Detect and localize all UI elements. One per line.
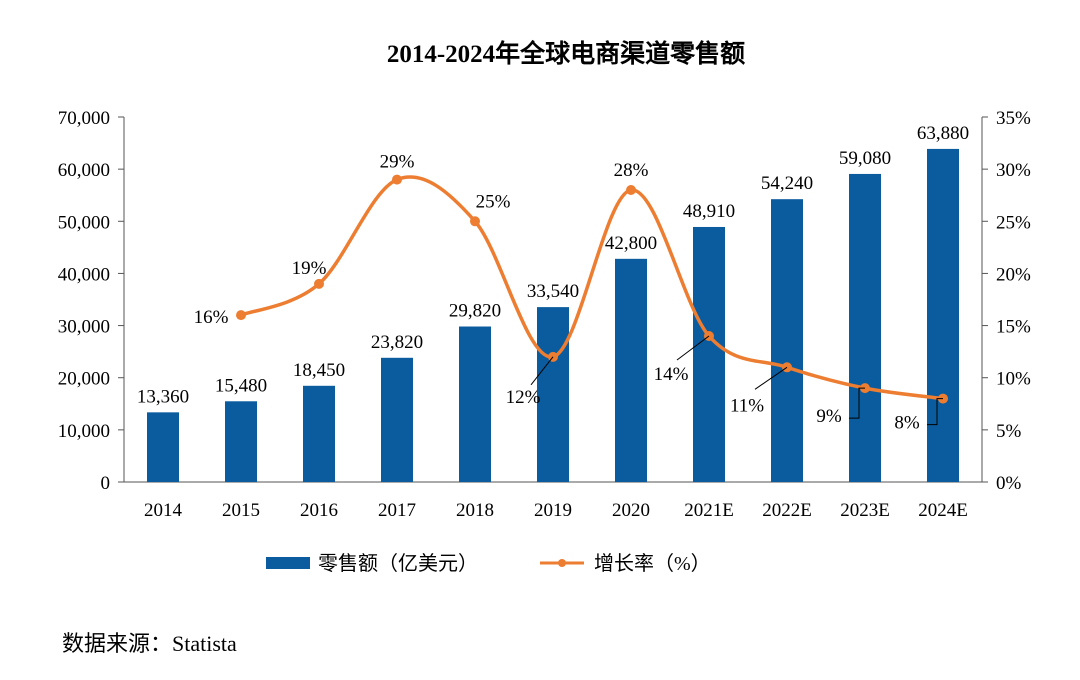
bar-value-label: 54,240 (761, 173, 813, 194)
legend-line-label: 增长率（%） (594, 552, 711, 575)
y-right-tick-label: 0% (996, 473, 1022, 494)
x-tick-label: 2014 (144, 500, 183, 521)
x-tick-label: 2024E (918, 500, 968, 521)
y-left-tick-label: 50,000 (58, 212, 110, 233)
growth-point (626, 185, 636, 195)
x-tick-label: 2018 (456, 500, 494, 521)
bars (147, 148, 959, 483)
bar (615, 258, 647, 482)
growth-value-label: 28% (614, 160, 649, 181)
y-right-tick-label: 15% (996, 317, 1031, 338)
x-tick-label: 2021E (684, 500, 734, 521)
growth-value-label: 14% (654, 364, 689, 385)
y-right-tick-label: 35% (996, 108, 1031, 129)
y-right-tick-label: 5% (996, 421, 1022, 442)
bar (381, 357, 413, 482)
x-tick-label: 2023E (840, 500, 890, 521)
growth-value-label: 29% (380, 152, 415, 173)
axes: 0 10,000 20,000 30,000 40,000 50,000 60,000 70,… (58, 108, 1031, 521)
growth-value-label: 19% (292, 258, 327, 279)
bar-value-label: 18,450 (293, 360, 345, 381)
growth-point (470, 216, 480, 227)
growth-point (392, 174, 402, 185)
growth-point (236, 310, 246, 321)
growth-line-path (240, 175, 944, 401)
bar-value-label: 48,910 (683, 201, 735, 222)
bar (849, 173, 881, 482)
growth-value-label: 25% (476, 191, 511, 212)
label-leader-line (530, 356, 554, 386)
label-leader-line (927, 398, 943, 426)
growth-value-label: 8% (894, 413, 920, 434)
legend-line-marker (558, 559, 566, 567)
label-leader-line (676, 335, 710, 361)
x-tick-label: 2015 (222, 500, 260, 521)
bar-value-label: 59,080 (839, 148, 891, 169)
legend-bar-swatch (266, 557, 310, 569)
bar (537, 307, 569, 482)
legend: 零售额（亿美元） 增长率（%） (266, 552, 711, 575)
bar (693, 226, 725, 482)
x-tick-label: 2022E (762, 500, 812, 521)
label-leader-line (754, 366, 788, 390)
x-tick-label: 2020 (612, 500, 650, 521)
growth-value-label: 9% (816, 406, 842, 427)
bar-value-label: 13,360 (137, 386, 189, 407)
y-left-tick-label: 40,000 (58, 264, 110, 285)
y-right-tick-label: 25% (996, 212, 1031, 233)
y-left-tick-label: 60,000 (58, 160, 110, 181)
y-right-tick-label: 30% (996, 160, 1031, 181)
bar (303, 385, 335, 482)
growth-line (236, 174, 948, 404)
y-left-tick-label: 20,000 (58, 369, 110, 390)
bar-value-label: 29,820 (449, 301, 501, 322)
growth-value-label: 16% (194, 307, 229, 328)
bar (147, 412, 179, 482)
bar (771, 199, 803, 483)
bar (225, 401, 257, 482)
legend-bar-label: 零售额（亿美元） (318, 552, 478, 575)
bar-value-label: 42,800 (605, 233, 657, 254)
growth-value-label: 11% (730, 395, 764, 416)
bar-value-label: 63,880 (917, 123, 969, 144)
y-left-tick-label: 30,000 (58, 317, 110, 338)
y-left-tick-label: 0 (101, 473, 111, 494)
bar (927, 148, 959, 482)
bar-value-label: 23,820 (371, 332, 423, 353)
chart-title: 2014-2024年全球电商渠道零售额 (387, 39, 745, 68)
bar (459, 326, 491, 482)
x-tick-label: 2017 (378, 500, 416, 521)
label-leader-line (849, 387, 865, 419)
chart: 2014-2024年全球电商渠道零售额 0 10,000 20,000 30,000 4… (58, 39, 1031, 575)
bar-value-label: 33,540 (527, 281, 579, 302)
growth-point (314, 278, 324, 289)
data-labels: 13,360 15,480 18,450 23,820 29,820 33,540 42,8… (137, 123, 969, 434)
y-right-tick-label: 20% (996, 264, 1031, 285)
bar-value-label: 15,480 (215, 375, 267, 396)
y-right-tick-label: 10% (996, 369, 1031, 390)
y-left-tick-label: 10,000 (58, 421, 110, 442)
source-note: 数据来源：Statista (62, 631, 237, 656)
y-left-tick-label: 70,000 (58, 108, 110, 129)
x-tick-label: 2019 (534, 500, 572, 521)
x-tick-label: 2016 (300, 500, 338, 521)
growth-value-label: 12% (506, 387, 541, 408)
